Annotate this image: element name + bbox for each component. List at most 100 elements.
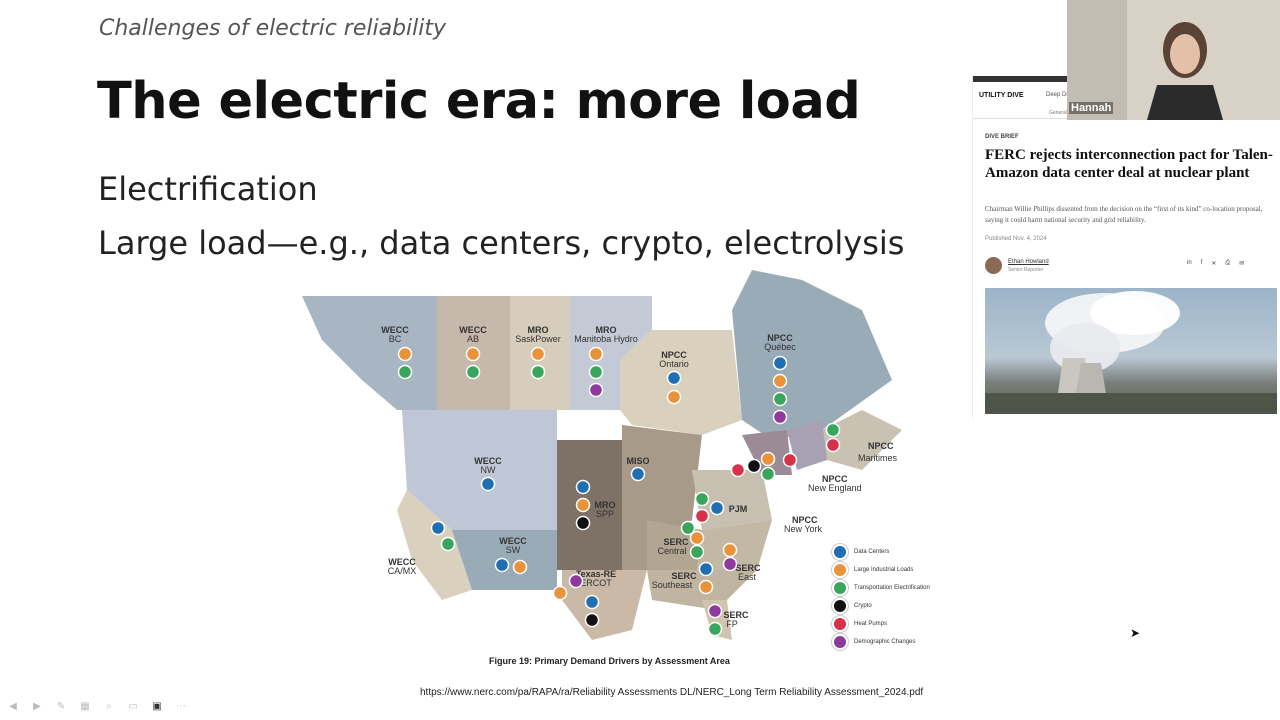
map-label: MISO xyxy=(626,456,649,466)
map-sublabel: New York xyxy=(784,524,823,534)
map-sublabel: Québec xyxy=(764,342,796,352)
map-sublabel: Maritimes xyxy=(858,453,898,463)
map-marker-crypto xyxy=(746,458,762,474)
map-sublabel: Central xyxy=(657,546,686,556)
map-sublabel: Ontario xyxy=(659,359,689,369)
map-label: WECC xyxy=(459,325,487,335)
legend-dot xyxy=(832,598,848,614)
map-sublabel: AB xyxy=(467,334,479,344)
map-marker-demographic-changes xyxy=(772,409,788,425)
more-icon[interactable]: ⋯ xyxy=(176,701,186,712)
map-marker-large-industrial-loads xyxy=(772,373,788,389)
map-marker-data-centers xyxy=(666,370,682,386)
map-marker-data-centers xyxy=(575,479,591,495)
map-marker-large-industrial-loads xyxy=(760,451,776,467)
pen-icon[interactable]: ✎ xyxy=(56,701,66,712)
presentation-toolbar: ◀ ▶ ✎ ▦ ⌕ ▭ ▣ ⋯ xyxy=(4,699,190,715)
map-marker-transportation-electrification xyxy=(440,536,456,552)
map-marker-data-centers xyxy=(584,594,600,610)
map-region-quebec xyxy=(732,270,892,440)
legend-label: Heat Pumps xyxy=(854,621,888,627)
slide-title: The electric era: more load xyxy=(97,72,861,131)
legend-item-demographic: Demographic Changes xyxy=(832,633,942,651)
slides-icon[interactable]: ▦ xyxy=(80,701,90,712)
map-markers xyxy=(397,346,841,637)
bullet-large-load: Large load—e.g., data centers, crypto, e… xyxy=(98,224,905,262)
map-region-ne xyxy=(787,420,827,470)
legend-item-data-centers: Data Centers xyxy=(832,543,942,561)
linkedin-icon[interactable]: in xyxy=(1187,260,1192,266)
article-panel: UTILITY DIVE Deep Dive General DIVE BRIE… xyxy=(972,76,1280,420)
nav-general[interactable]: General xyxy=(1049,110,1067,116)
cooling-tower-illustration xyxy=(985,291,1277,414)
next-icon[interactable]: ▶ xyxy=(33,701,41,712)
map-label: NPCC xyxy=(661,350,687,360)
legend-item-crypto: Crypto xyxy=(832,597,942,615)
legend-label: Large Industrial Loads xyxy=(854,567,914,573)
map-label: WECC xyxy=(388,557,416,567)
map-marker-transportation-electrification xyxy=(760,466,776,482)
article-photo-cooling-towers xyxy=(985,288,1277,414)
map-label: MRO xyxy=(595,500,616,510)
map-marker-transportation-electrification xyxy=(772,391,788,407)
map-sublabel: BC xyxy=(389,334,402,344)
print-icon[interactable]: ⎙ xyxy=(1225,260,1231,266)
map-marker-data-centers xyxy=(772,355,788,371)
map-marker-transportation-electrification xyxy=(397,364,413,380)
article-section: DIVE BRIEF xyxy=(985,134,1019,140)
map-region-nw xyxy=(402,410,557,530)
legend-item-heat-pumps: Heat Pumps xyxy=(832,615,942,633)
map-marker-demographic-changes xyxy=(707,603,723,619)
map-sublabel: SaskPower xyxy=(515,334,561,344)
map-marker-data-centers xyxy=(630,466,646,482)
email-icon[interactable]: ✉ xyxy=(1239,261,1245,267)
map-marker-crypto xyxy=(584,612,600,628)
map-marker-large-industrial-loads xyxy=(530,346,546,362)
presenter-silhouette xyxy=(1067,0,1280,120)
map-label: NPCC xyxy=(868,441,894,451)
map-marker-transportation-electrification xyxy=(825,422,841,438)
share-icons: in f ✕ ⎙ ✉ xyxy=(1187,260,1244,267)
x-icon[interactable]: ✕ xyxy=(1211,261,1217,267)
map-marker-data-centers xyxy=(480,476,496,492)
map-label: PJM xyxy=(729,504,748,514)
legend-dot xyxy=(832,562,848,578)
map-marker-heat-pumps xyxy=(694,508,710,524)
map-sublabel: CA/MX xyxy=(388,566,417,576)
legend-label: Data Centers xyxy=(854,549,890,555)
map-sublabel: SW xyxy=(506,545,521,555)
figure-caption: Figure 19: Primary Demand Drivers by Ass… xyxy=(489,656,730,666)
map-marker-large-industrial-loads xyxy=(397,346,413,362)
article-headline: FERC rejects interconnection pact for Ta… xyxy=(985,147,1273,181)
map-label: SERC xyxy=(671,571,697,581)
facebook-icon[interactable]: f xyxy=(1200,260,1203,266)
map-region-manitoba xyxy=(570,296,652,410)
map-marker-transportation-electrification xyxy=(694,491,710,507)
map-label: SERC xyxy=(663,537,689,547)
subtitles-icon[interactable]: ▭ xyxy=(128,701,138,712)
map-region-pjm xyxy=(692,470,772,530)
legend-label: Crypto xyxy=(854,603,872,609)
map-marker-data-centers xyxy=(709,500,725,516)
map-marker-heat-pumps xyxy=(825,437,841,453)
map-region-miso xyxy=(622,425,702,570)
article-dek: Chairman Willie Phillips dissented from … xyxy=(985,205,1263,224)
map-marker-demographic-changes xyxy=(588,382,604,398)
legend-dot xyxy=(832,580,848,596)
map-label: SERC xyxy=(723,610,749,620)
map-label: NPCC xyxy=(792,515,818,525)
author-role: Senior Reporter xyxy=(1008,267,1044,273)
map-marker-large-industrial-loads xyxy=(512,559,528,575)
zoom-icon[interactable]: ⌕ xyxy=(106,701,112,712)
nav-deep-dive[interactable]: Deep Dive xyxy=(1046,92,1075,98)
author-name-link[interactable]: Ethan Howland xyxy=(1008,259,1049,265)
source-url[interactable]: https://www.nerc.com/pa/RAPA/ra/Reliabil… xyxy=(420,687,924,698)
map-label: MRO xyxy=(596,325,617,335)
map-label: WECC xyxy=(474,456,502,466)
utility-dive-logo[interactable]: UTILITY DIVE xyxy=(979,92,1024,99)
map-label: NPCC xyxy=(822,474,848,484)
slide-subtitle: Challenges of electric reliability xyxy=(99,16,447,41)
article-date: Published Nov. 4, 2024 xyxy=(985,236,1047,242)
camera-icon[interactable]: ▣ xyxy=(152,701,162,712)
prev-icon[interactable]: ◀ xyxy=(9,701,17,712)
